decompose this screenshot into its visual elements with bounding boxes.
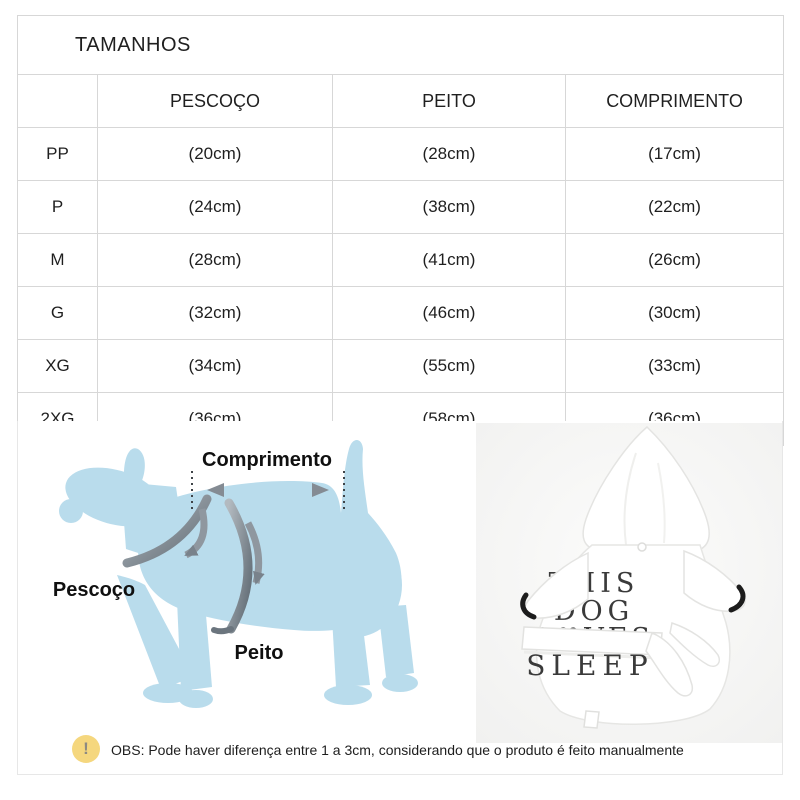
robe-text-line: SLEEP	[526, 649, 654, 682]
measurement-panel: Comprimento Pescoço Peito THIS DOG L♥VES	[17, 421, 783, 775]
measure-cell: (20cm)	[97, 127, 333, 181]
table-title-row: TAMANHOS	[16, 15, 785, 75]
table-row: G (32cm) (46cm) (30cm)	[17, 286, 785, 340]
size-cell: G	[17, 286, 98, 340]
label-comprimento: Comprimento	[202, 449, 332, 471]
front-paw	[179, 690, 213, 708]
measure-cell: (33cm)	[564, 339, 785, 393]
hood-fold	[657, 462, 666, 544]
label-peito: Peito	[235, 642, 284, 664]
chest-band	[224, 498, 253, 634]
measure-cell: (17cm)	[564, 127, 785, 181]
rear-paw	[382, 674, 418, 692]
measure-cell: (34cm)	[97, 339, 333, 393]
measure-cell: (46cm)	[332, 286, 566, 340]
belt-shadow	[523, 650, 661, 660]
size-cell: XG	[17, 339, 98, 393]
column-header-peito: PEITO	[332, 74, 566, 128]
product-photo: THIS DOG L♥VES SLEEP	[476, 423, 782, 743]
column-header-comprimento: COMPRIMENTO	[564, 74, 785, 128]
exclamation-icon: !	[72, 735, 100, 763]
measure-cell: (38cm)	[332, 180, 566, 234]
measure-cell: (55cm)	[332, 339, 566, 393]
chest-band-end	[211, 626, 234, 635]
belt-flap	[669, 622, 720, 667]
measure-cell: (28cm)	[332, 127, 566, 181]
table-row: P (24cm) (38cm) (22cm)	[17, 180, 785, 234]
drawstring-tab	[583, 710, 600, 729]
front-leg	[117, 575, 194, 689]
table-row: XG (34cm) (55cm) (33cm)	[17, 339, 785, 393]
dog-nose	[59, 499, 83, 523]
table-row: PP (20cm) (28cm) (17cm)	[17, 127, 785, 181]
dog-measurement-diagram: Comprimento Pescoço Peito	[53, 440, 418, 708]
measure-cell: (26cm)	[564, 233, 785, 287]
measure-cell: (32cm)	[97, 286, 333, 340]
dog-ear	[123, 448, 145, 483]
exclamation-glyph: !	[83, 739, 89, 758]
neck-arrow	[184, 508, 208, 559]
measure-cell: (41cm)	[332, 233, 566, 287]
table-header-row: PESCOÇO PEITO COMPRIMENTO	[17, 74, 785, 128]
measure-cell: (28cm)	[97, 233, 333, 287]
size-cell: PP	[17, 127, 98, 181]
measure-cell: (22cm)	[564, 180, 785, 234]
robe-sleeve-right	[683, 549, 746, 613]
rear-leg	[332, 617, 370, 687]
front-leg	[176, 577, 212, 691]
note-text: OBS: Pode haver diferença entre 1 a 3cm,…	[111, 742, 684, 758]
hood-fold	[623, 452, 637, 546]
label-pescoco: Pescoço	[53, 579, 135, 601]
table-row: M (28cm) (41cm) (26cm)	[17, 233, 785, 287]
column-header-pescoco: PESCOÇO	[97, 74, 333, 128]
column-header-empty	[17, 74, 98, 128]
rear-leg	[378, 605, 414, 677]
size-table: TAMANHOS PESCOÇO PEITO COMPRIMENTO PP (2…	[16, 15, 785, 446]
table-title: TAMANHOS	[16, 15, 785, 75]
hood-loop	[637, 542, 647, 552]
size-cell: P	[17, 180, 98, 234]
chest-arrow	[244, 521, 265, 585]
rear-paw	[324, 685, 372, 705]
dog-silhouette	[59, 440, 418, 708]
sleeve-trim-left	[520, 592, 537, 620]
belt-knot	[645, 632, 694, 697]
size-cell: M	[17, 233, 98, 287]
measure-cell: (30cm)	[564, 286, 785, 340]
measure-cell: (24cm)	[97, 180, 333, 234]
sleeve-trim-right	[728, 584, 746, 613]
